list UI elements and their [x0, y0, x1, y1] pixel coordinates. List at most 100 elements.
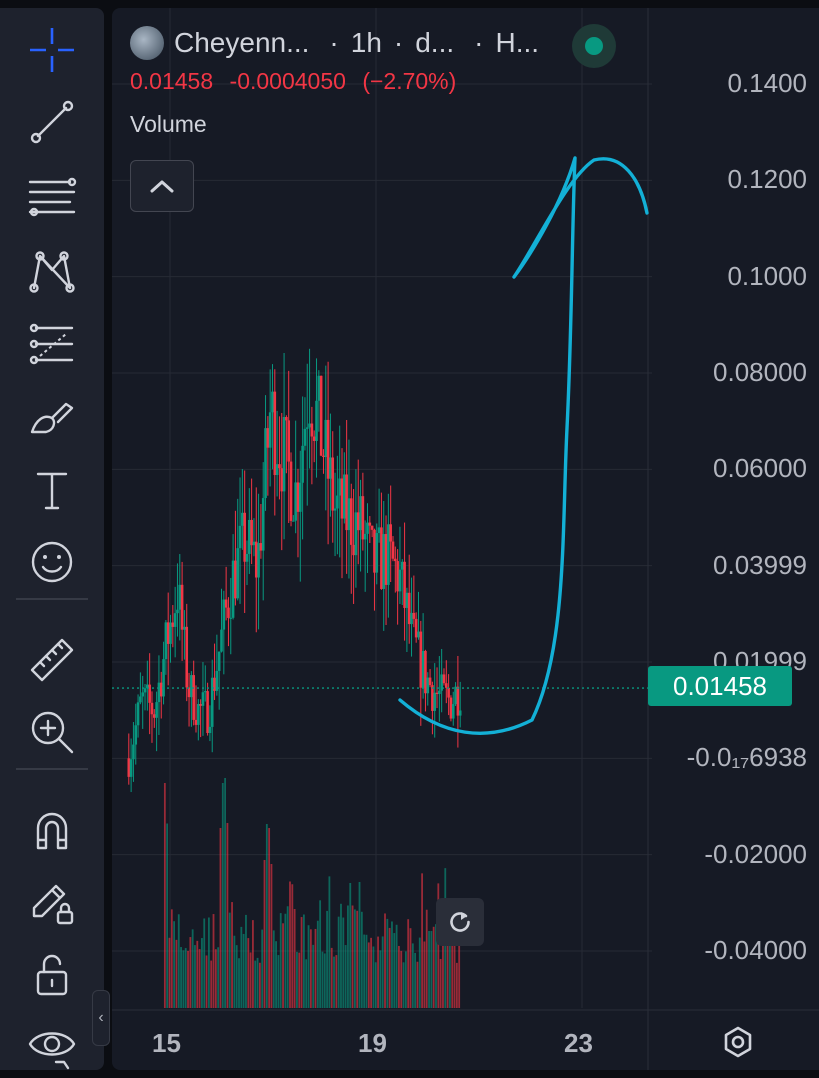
volume-bar: [305, 959, 308, 1008]
status-dot-icon: [585, 37, 603, 55]
volume-bar: [374, 962, 377, 1008]
text-tool[interactable]: [16, 460, 88, 520]
chevron-up-icon: [150, 180, 174, 193]
candle-body: [185, 626, 189, 688]
chart-pane[interactable]: Cheyenn... · 1h · d... · H... 0.01458 -0…: [112, 8, 819, 1070]
price-axis-label: -0.04000: [704, 935, 807, 965]
chart-style-label[interactable]: H...: [495, 27, 540, 58]
volume-bar: [254, 960, 257, 1008]
chart-legend: Cheyenn... · 1h · d... · H... 0.01458 -0…: [130, 24, 670, 138]
candle-body: [278, 464, 281, 469]
legend-last-price: 0.01458: [130, 68, 214, 94]
volume-bar: [214, 949, 217, 1008]
candle-body: [322, 455, 325, 458]
fib-levels-icon: [28, 177, 77, 217]
pattern-tool[interactable]: [16, 240, 88, 300]
exchange-label[interactable]: d...: [415, 27, 455, 58]
ruler-tool[interactable]: [16, 630, 88, 690]
lock-drawings-tool[interactable]: [16, 872, 88, 932]
volume-bar: [330, 947, 333, 1008]
candle-body: [132, 744, 135, 760]
volume-bar: [166, 823, 169, 1008]
volume-bar: [279, 913, 282, 1008]
candle-body: [201, 692, 205, 706]
volume-bar: [391, 921, 393, 1008]
legend-change-percent: (−2.70%): [362, 68, 457, 94]
candle-body: [141, 692, 145, 697]
volume-bar: [203, 918, 206, 1008]
hide-tool[interactable]: [16, 1016, 88, 1076]
candle-body: [234, 560, 237, 599]
candle-body: [380, 527, 383, 589]
volume-bar: [196, 940, 199, 1008]
candle-body: [375, 533, 379, 573]
candle-body: [403, 561, 406, 608]
volume-bar: [358, 881, 361, 1008]
candle-body: [354, 512, 358, 556]
symbol-name[interactable]: Cheyenn...: [174, 27, 310, 58]
volume-bar: [187, 950, 189, 1008]
volume-bar: [398, 945, 400, 1008]
trend-line-tool[interactable]: [16, 92, 88, 152]
toolbar-collapse-button[interactable]: ‹: [92, 990, 110, 1046]
volume-bar: [238, 958, 240, 1008]
volume-bar: [242, 933, 245, 1008]
volume-bar: [381, 936, 384, 1008]
volume-bar: [372, 946, 375, 1008]
volume-bar: [409, 928, 412, 1008]
settings-hexagon-icon: [724, 1026, 752, 1058]
market-status-indicator[interactable]: [572, 24, 616, 68]
candle-body: [287, 420, 291, 462]
volume-bar: [351, 905, 354, 1008]
volume-study-label[interactable]: Volume: [130, 111, 207, 137]
candle-body: [261, 498, 265, 551]
crosshair-tool[interactable]: [16, 20, 88, 80]
candle-body: [417, 631, 420, 638]
candle-body: [220, 629, 223, 652]
reset-chart-button[interactable]: [436, 898, 484, 946]
legend-symbol-row[interactable]: Cheyenn... · 1h · d... · H...: [130, 24, 670, 62]
candle-body: [215, 670, 219, 691]
volume-bar: [235, 945, 238, 1008]
zoom-in-tool[interactable]: [16, 702, 88, 762]
candle-body: [373, 529, 376, 573]
volume-bar: [282, 923, 284, 1008]
chart-settings-button[interactable]: [716, 1020, 760, 1064]
chevron-left-icon: ‹: [98, 1009, 104, 1026]
volume-bar: [321, 951, 324, 1008]
volume-bar: [275, 941, 277, 1008]
candle-body: [166, 622, 170, 644]
price-axis-label: -0.02000: [704, 838, 807, 869]
volume-bar: [425, 909, 428, 1008]
chart-canvas[interactable]: [112, 8, 819, 1070]
interval-label[interactable]: 1h: [350, 27, 382, 58]
volume-bar: [335, 955, 338, 1008]
volume-bar: [268, 828, 271, 1008]
candle-body: [347, 498, 351, 531]
lock-all-tool[interactable]: [16, 944, 88, 1004]
candle-body: [333, 508, 337, 511]
emoji-tool[interactable]: [16, 532, 88, 592]
candle-body: [139, 696, 142, 703]
crosshair-icon: [30, 28, 74, 72]
volume-bar: [270, 864, 273, 1008]
forecast-tool[interactable]: [16, 314, 88, 374]
candle-body: [440, 674, 443, 691]
candle-body: [331, 457, 335, 511]
volume-bar: [198, 949, 201, 1008]
candle-body: [254, 541, 258, 578]
fib-levels-tool[interactable]: [16, 166, 88, 226]
candle-body: [370, 525, 374, 530]
volume-bar: [430, 931, 433, 1008]
volume-bar: [388, 927, 391, 1008]
volume-bar: [411, 943, 414, 1008]
brush-tool[interactable]: [16, 386, 88, 446]
volume-bar: [400, 950, 403, 1008]
candle-body: [187, 687, 191, 698]
volume-bar: [219, 828, 222, 1008]
volume-bar: [453, 942, 456, 1008]
legend-collapse-button[interactable]: [130, 160, 194, 212]
magnet-tool[interactable]: [16, 800, 88, 860]
volume-bar: [377, 936, 379, 1008]
candle-body: [349, 498, 353, 545]
